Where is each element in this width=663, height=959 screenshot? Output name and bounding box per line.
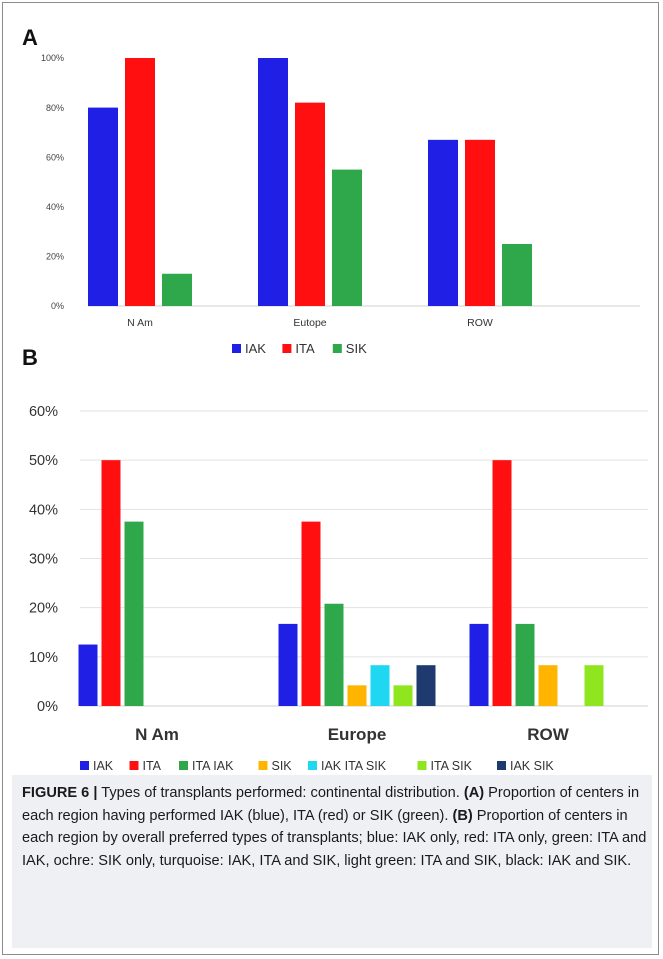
bar-iak [88,107,118,306]
y-tick-label: 20% [29,601,58,617]
y-tick-label: 60% [46,152,64,162]
legend-swatch-iak [80,761,89,770]
legend-swatch-sik [258,761,268,770]
legend-label: ITA [295,341,315,356]
caption-b-text: Proportion of centers in each region by … [22,807,647,869]
bar-iak-sik [416,665,436,706]
caption-background [12,775,652,948]
y-tick-label: 30% [29,552,58,568]
y-tick-label: 0% [51,301,64,311]
caption-b-marker: (B) [452,807,473,824]
legend-swatch-ita-sik [417,761,427,770]
legend-label: IAK [245,341,266,356]
y-tick-label: 40% [46,202,64,212]
bar-ita [295,102,325,306]
y-tick-label: 40% [29,502,58,518]
bar-iak [258,58,288,306]
legend-label: SIK [272,759,293,770]
caption-label: FIGURE 6 | [22,785,98,801]
y-tick-label: 100% [41,53,64,63]
bar-iak [78,644,98,706]
figure-caption: FIGURE 6 | Types of transplants performe… [22,782,647,872]
legend-label: ITA IAK [192,759,234,770]
figure-charts: A 0% 20% 40% 60% 80% 100% N Am Eutope ROW IAK ITA SI… [22,25,648,770]
legend-swatch-ita [282,344,292,353]
x-category-label: ROW [467,317,493,329]
bar-sik [332,169,362,306]
x-category-label: ROW [527,725,570,744]
y-tick-label: 80% [46,103,64,113]
bar-ita [101,460,121,706]
legend-swatch-iak-ita-sik [308,761,317,770]
y-tick-label: 60% [29,404,58,420]
bar-ita-sik [393,685,413,706]
panel-letter: B [22,345,38,370]
bar-ita [492,460,512,706]
legend-label: IAK SIK [510,759,554,770]
x-category-label: N Am [135,725,179,744]
bar-sik [502,244,532,306]
caption-a-text: Proportion of centers in each region hav… [22,785,640,824]
legend-swatch-ita-iak [179,761,188,770]
legend-label: SIK [346,341,367,356]
legend-label: IAK ITA SIK [321,759,387,770]
bar-ita [465,139,495,306]
legend-swatch-ita [129,761,139,770]
legend-swatch-iak [232,344,241,353]
bar-iak [278,623,298,706]
legend-label: IAK [93,759,114,770]
legend-label: ITA [143,759,162,770]
y-tick-label: 0% [37,699,58,715]
bar-iak [469,623,489,706]
bar-iak [428,139,458,306]
caption-a-marker: (A) [463,785,485,801]
bar-iak-ita-sik [370,665,390,706]
bar-ita [301,521,321,706]
x-category-label: Eutope [293,317,326,329]
bar-sik [162,273,192,306]
x-category-label: Europe [328,725,387,744]
bar-ita-iak [124,521,144,706]
caption-title: Types of transplants performed: continen… [97,785,464,801]
panel-letter: A [22,25,38,50]
legend-label: ITA SIK [431,759,473,770]
y-tick-label: 50% [29,453,58,469]
y-tick-label: 10% [29,650,58,666]
bar-sik [538,665,558,706]
x-category-label: N Am [127,317,153,329]
legend-swatch-sik [332,344,342,353]
bar-ita-sik [584,665,604,706]
legend-swatch-iak-sik [497,761,506,770]
bar-ita [125,58,155,306]
bar-ita-iak [324,603,344,706]
bar-ita-iak [515,623,535,706]
y-tick-label: 20% [46,252,64,262]
bar-sik [347,685,367,706]
